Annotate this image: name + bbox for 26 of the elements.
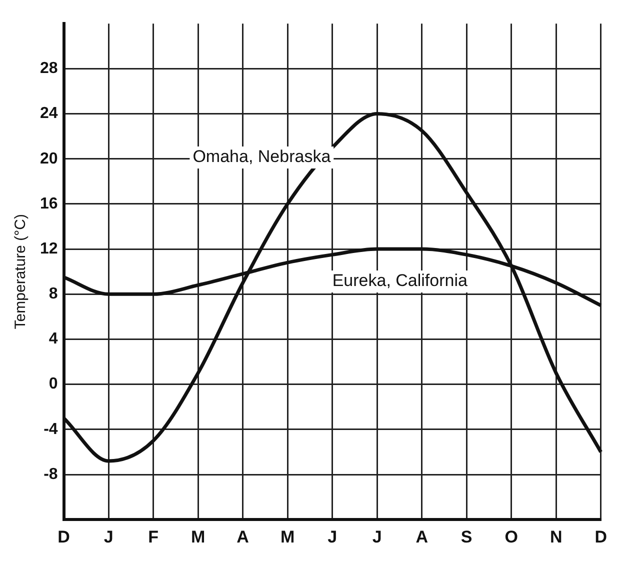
y-tick-label: 8 bbox=[48, 286, 58, 303]
x-tick-label: A bbox=[236, 527, 249, 546]
y-tick-label: 20 bbox=[40, 150, 58, 168]
x-tick-label: J bbox=[104, 527, 114, 546]
y-tick-label: 24 bbox=[40, 105, 58, 122]
y-tick-label: 12 bbox=[40, 240, 58, 258]
y-tick-label: -4 bbox=[44, 420, 58, 438]
x-tick-label: A bbox=[416, 527, 428, 546]
series-label: Omaha, Nebraska bbox=[192, 147, 332, 166]
x-tick-label: D bbox=[594, 527, 607, 546]
x-tick-label: M bbox=[280, 527, 295, 546]
y-axis-title: Temperature (°C) bbox=[12, 214, 30, 330]
x-tick-label: F bbox=[148, 527, 159, 546]
x-tick-label: J bbox=[328, 527, 338, 546]
y-tick-label: 4 bbox=[48, 330, 58, 348]
x-tick-label: O bbox=[504, 527, 518, 546]
x-tick-label: D bbox=[58, 527, 70, 546]
y-tick-label: 16 bbox=[40, 195, 58, 212]
x-tick-label: M bbox=[190, 527, 206, 546]
x-tick-label: S bbox=[460, 527, 472, 546]
y-tick-label: 0 bbox=[48, 376, 58, 393]
y-tick-label: -8 bbox=[44, 466, 58, 483]
series-label: Eureka, California bbox=[332, 271, 468, 290]
x-tick-label: N bbox=[550, 527, 562, 546]
x-tick-label: J bbox=[372, 527, 382, 546]
y-tick-label: 28 bbox=[40, 60, 58, 78]
